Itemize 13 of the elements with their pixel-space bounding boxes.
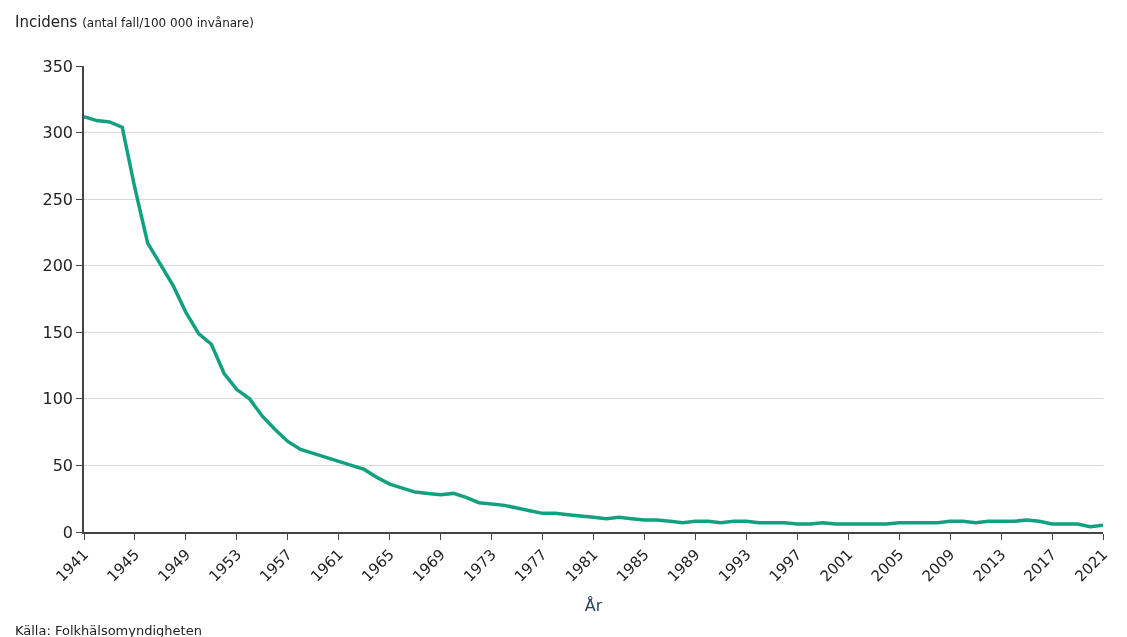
y-tick-label: 50 [52,456,74,476]
x-axis-title: År [584,595,603,615]
chart-title: Incidens [15,13,78,31]
y-tick-label: 150 [42,322,74,342]
y-tick-label: 350 [42,56,74,76]
y-tick-label: 100 [42,389,74,409]
line-series [84,114,1103,529]
chart-subtitle: (antal fall/100 000 invånare) [82,16,254,30]
y-tick-label: 200 [42,256,74,276]
text: Källa: Folkhälsomyndigheten [15,623,202,637]
y-tick-label: 0 [62,522,74,542]
y-tick-label: 250 [42,189,74,209]
y-tick-label: 300 [42,123,74,143]
